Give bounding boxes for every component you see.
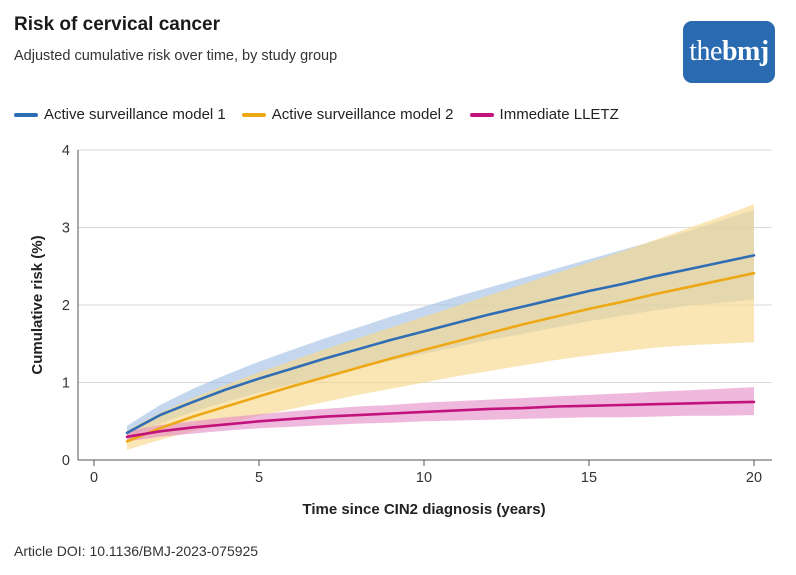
legend-item-series1: Active surveillance model 1	[14, 106, 226, 123]
y-tick-label: 0	[62, 453, 70, 469]
series-lines	[125, 254, 756, 443]
logo-text: thebmj	[689, 36, 769, 68]
legend-label-series1: Active surveillance model 1	[44, 106, 226, 123]
y-tick-label: 4	[62, 143, 70, 159]
logo-prefix: the	[689, 36, 722, 67]
series-line-2	[125, 271, 756, 443]
chart-subtitle: Adjusted cumulative risk over time, by s…	[14, 48, 338, 64]
y-tick-label: 3	[62, 221, 70, 237]
x-tick-label: 15	[581, 470, 597, 486]
legend-item-series3: Immediate LLETZ	[469, 106, 619, 123]
logo-brand: bmj	[721, 36, 769, 67]
legend-label-series3: Immediate LLETZ	[499, 106, 619, 123]
legend-swatch-series1	[14, 112, 38, 117]
legend: Active surveillance model 1 Active surve…	[14, 106, 635, 123]
bmj-logo[interactable]: thebmj	[683, 21, 775, 83]
series-line-1	[125, 254, 756, 435]
y-tick-label: 2	[62, 298, 70, 314]
series-line-3	[125, 400, 756, 439]
y-axis-label: Cumulative risk (%)	[29, 235, 46, 374]
legend-label-series2: Active surveillance model 2	[271, 106, 454, 123]
article-doi: Article DOI: 10.1136/BMJ-2023-075925	[14, 543, 259, 559]
legend-item-series2: Active surveillance model 2	[241, 106, 454, 123]
legend-swatch-series2	[241, 112, 266, 117]
x-tick-label: 10	[416, 470, 432, 486]
x-tick-label: 5	[255, 470, 263, 486]
axes: 0 1 2 3 4 0 5 10 15 20	[62, 143, 772, 486]
legend-swatch-series3	[469, 112, 494, 117]
x-axis-label: Time since CIN2 diagnosis (years)	[302, 501, 545, 518]
y-tick-label: 1	[62, 376, 70, 392]
ci-band-series3	[127, 387, 754, 442]
x-tick-label: 0	[90, 470, 98, 486]
chart-title: Risk of cervical cancer	[14, 14, 220, 35]
x-tick-label: 20	[746, 470, 762, 486]
